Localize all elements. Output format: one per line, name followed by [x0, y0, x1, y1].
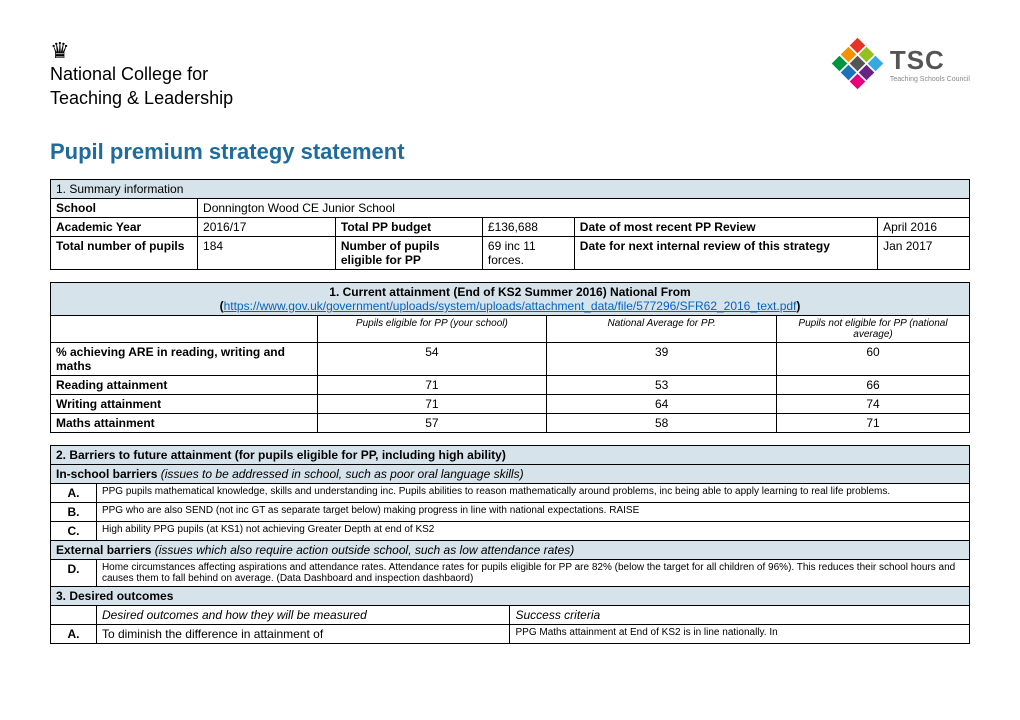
barriers-section-header: 2. Barriers to future attainment (for pu…: [51, 446, 970, 465]
year-value: 2016/17: [198, 218, 336, 237]
summary-section-header: 1. Summary information: [51, 180, 970, 199]
attainment-row2-v2: 64: [547, 395, 777, 414]
attainment-row2-label: Writing attainment: [51, 395, 318, 414]
page-title: Pupil premium strategy statement: [50, 139, 970, 165]
attainment-section-header: 1. Current attainment (End of KS2 Summer…: [51, 283, 970, 316]
nctl-line1: National College for: [50, 64, 233, 86]
attainment-row0-label: % achieving ARE in reading, writing and …: [51, 343, 318, 376]
barrier-a-text: PPG pupils mathematical knowledge, skill…: [96, 484, 969, 503]
attainment-row1-v2: 53: [547, 376, 777, 395]
barrier-b-label: B.: [51, 503, 97, 522]
barrier-c-text: High ability PPG pupils (at KS1) not ach…: [96, 522, 969, 541]
year-label: Academic Year: [51, 218, 198, 237]
attainment-table: 1. Current attainment (End of KS2 Summer…: [50, 282, 970, 433]
outcomes-col2: Success criteria: [510, 606, 970, 625]
inschool-barriers-header: In-school barriers (issues to be address…: [51, 465, 970, 484]
pp-eligible-value: 69 inc 11 forces.: [482, 237, 574, 270]
desired-outcomes-header: 3. Desired outcomes: [51, 587, 970, 606]
review-value: April 2016: [878, 218, 970, 237]
tsc-sub-label: Teaching Schools Council: [890, 76, 970, 83]
school-label: School: [51, 199, 198, 218]
attainment-link[interactable]: https://www.gov.uk/government/uploads/sy…: [224, 299, 797, 313]
attainment-row0-v1: 54: [317, 343, 547, 376]
pp-eligible-label: Number of pupils eligible for PP: [335, 237, 482, 270]
nctl-line2: Teaching & Leadership: [50, 88, 233, 110]
attainment-row2-v3: 74: [777, 395, 970, 414]
attainment-row3-v2: 58: [547, 414, 777, 433]
barrier-d-label: D.: [51, 560, 97, 587]
barrier-d-text: Home circumstances affecting aspirations…: [96, 560, 969, 587]
outcome-a-label: A.: [51, 625, 97, 644]
attainment-row1-v3: 66: [777, 376, 970, 395]
tsc-logo: TSC Teaching Schools Council: [834, 40, 970, 88]
summary-table: 1. Summary information School Donnington…: [50, 179, 970, 270]
barrier-a-label: A.: [51, 484, 97, 503]
next-review-value: Jan 2017: [878, 237, 970, 270]
attainment-row0-v3: 60: [777, 343, 970, 376]
attainment-row3-v3: 71: [777, 414, 970, 433]
budget-value: £136,688: [482, 218, 574, 237]
attainment-col3: Pupils not eligible for PP (national ave…: [777, 316, 970, 343]
crown-icon: ♛: [50, 40, 233, 62]
attainment-row3-v1: 57: [317, 414, 547, 433]
external-barriers-header: External barriers (issues which also req…: [51, 541, 970, 560]
attainment-col1: Pupils eligible for PP (your school): [317, 316, 547, 343]
tsc-text-block: TSC Teaching Schools Council: [890, 45, 970, 83]
barrier-c-label: C.: [51, 522, 97, 541]
outcomes-col1: Desired outcomes and how they will be me…: [96, 606, 510, 625]
review-label: Date of most recent PP Review: [574, 218, 877, 237]
tsc-big-label: TSC: [890, 45, 945, 76]
barrier-b-text: PPG who are also SEND (not inc GT as sep…: [96, 503, 969, 522]
attainment-col2: National Average for PP.: [547, 316, 777, 343]
nctl-logo: ♛ National College for Teaching & Leader…: [50, 40, 233, 109]
school-value: Donnington Wood CE Junior School: [198, 199, 970, 218]
attainment-row1-v1: 71: [317, 376, 547, 395]
outcome-a-criteria: PPG Maths attainment at End of KS2 is in…: [510, 625, 970, 644]
next-review-label: Date for next internal review of this st…: [574, 237, 877, 270]
tsc-diamonds-icon: [834, 40, 882, 88]
attainment-row2-v1: 71: [317, 395, 547, 414]
budget-label: Total PP budget: [335, 218, 482, 237]
page-header: ♛ National College for Teaching & Leader…: [50, 40, 970, 109]
attainment-row3-label: Maths attainment: [51, 414, 318, 433]
attainment-row0-v2: 39: [547, 343, 777, 376]
total-pupils-value: 184: [198, 237, 336, 270]
attainment-row1-label: Reading attainment: [51, 376, 318, 395]
outcome-a-desired: To diminish the difference in attainment…: [96, 625, 510, 644]
total-pupils-label: Total number of pupils: [51, 237, 198, 270]
barriers-table: 2. Barriers to future attainment (for pu…: [50, 445, 970, 644]
